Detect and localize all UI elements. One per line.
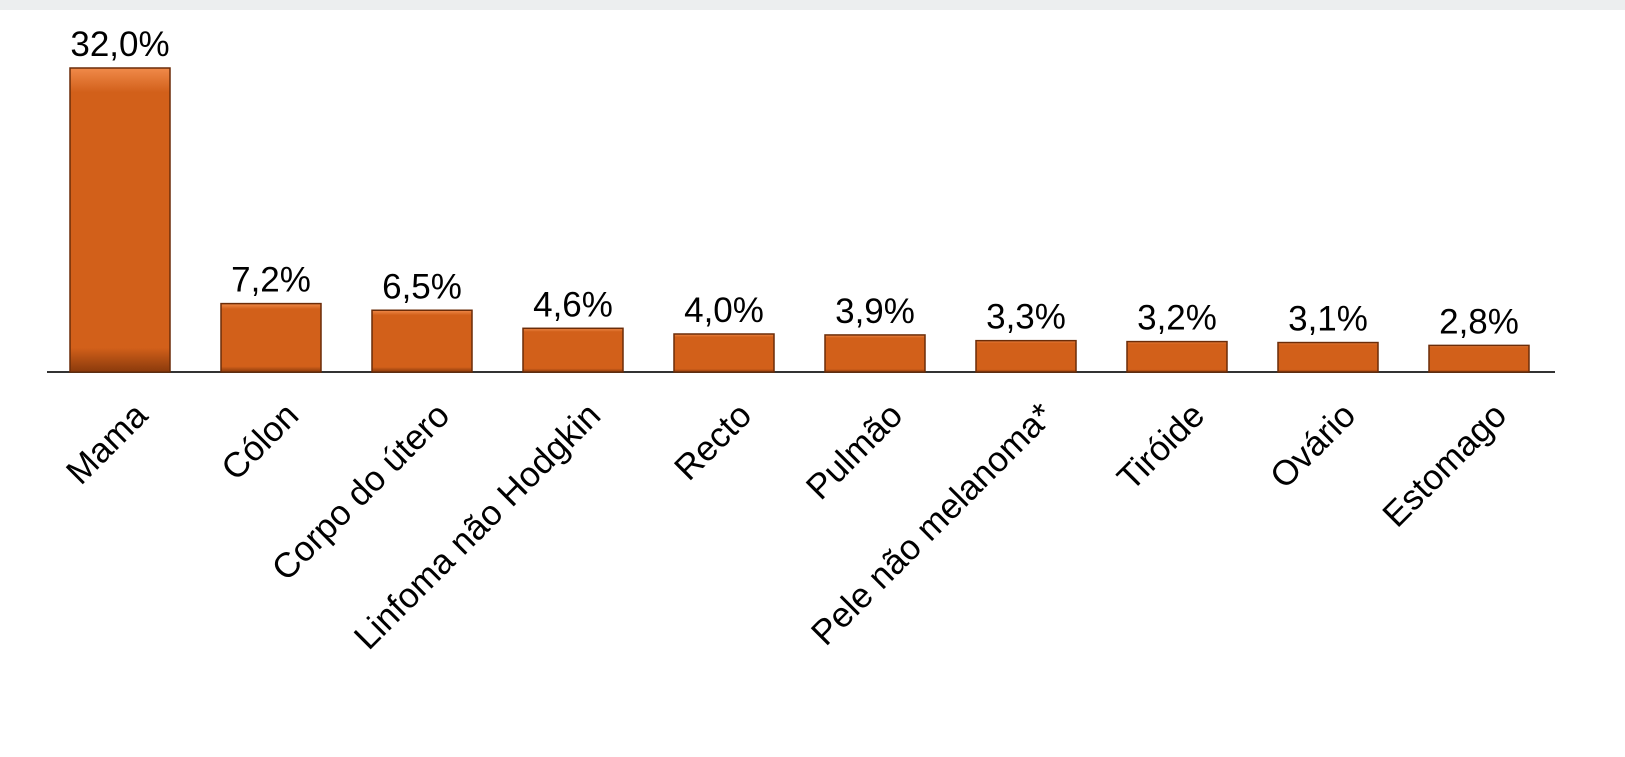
value-label: 3,3%: [986, 298, 1066, 337]
bar: [220, 302, 322, 373]
bar: [975, 339, 1077, 373]
value-label: 3,1%: [1288, 300, 1368, 339]
bar: [69, 67, 171, 373]
value-label: 3,2%: [1137, 299, 1217, 338]
value-label: 4,0%: [684, 291, 764, 330]
bar: [1428, 344, 1530, 373]
bar: [673, 333, 775, 373]
value-label: 32,0%: [70, 25, 169, 64]
bar: [522, 327, 624, 373]
bar: [1277, 341, 1379, 373]
plot-background: [0, 10, 1625, 757]
value-label: 2,8%: [1439, 302, 1519, 341]
bar: [371, 309, 473, 373]
top-edge: [0, 0, 1625, 10]
value-label: 6,5%: [382, 267, 462, 306]
bar: [1126, 340, 1228, 373]
value-label: 3,9%: [835, 292, 915, 331]
value-label: 4,6%: [533, 285, 613, 324]
value-label: 7,2%: [231, 261, 311, 300]
bar: [824, 334, 926, 373]
